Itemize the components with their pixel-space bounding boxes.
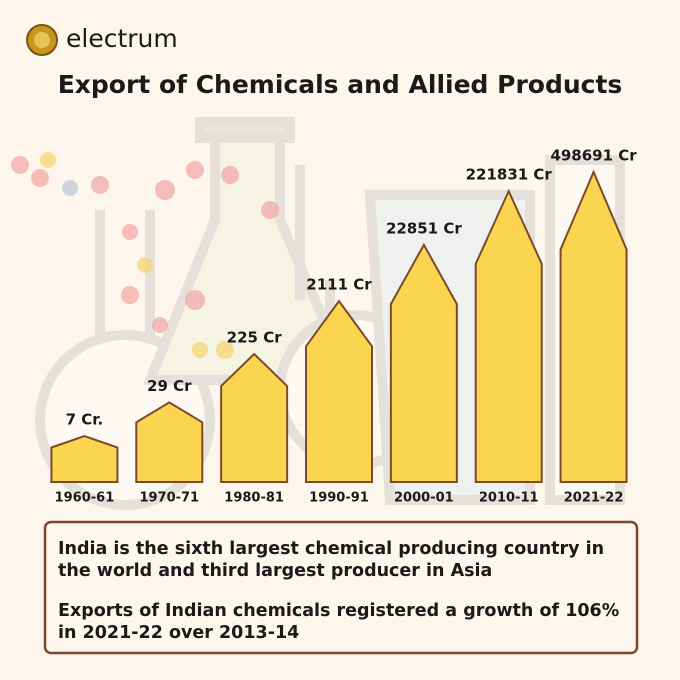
x-tick-label: 1980-81 (224, 491, 284, 506)
value-label: 221831 Cr (466, 166, 553, 184)
bar (305, 299, 373, 483)
bar (220, 352, 289, 483)
x-tick-label: 1990-91 (309, 491, 369, 506)
x-tick-label: 2010-11 (479, 491, 539, 506)
value-label: 29 Cr (147, 377, 192, 395)
value-label: 498691 Cr (550, 147, 637, 165)
note-box (43, 520, 639, 655)
value-label: 225 Cr (227, 329, 283, 347)
bar (135, 401, 204, 483)
note: Exports of Indian chemicals registered a… (58, 601, 620, 643)
brand: electrum (66, 24, 178, 53)
value-label: 7 Cr. (66, 411, 104, 429)
note: India is the sixth largest chemical prod… (58, 539, 605, 581)
molecules (11, 152, 279, 359)
x-tick-label: 1960-61 (55, 491, 115, 506)
x-tick-label: 2000-01 (394, 491, 454, 506)
bar (559, 169, 628, 483)
bar (389, 242, 458, 483)
x-tick-label: 2021-22 (564, 491, 624, 506)
logo (26, 24, 58, 56)
x-tick-label: 1970-71 (139, 491, 199, 506)
value-label: 22851 Cr (386, 219, 462, 237)
bar (50, 434, 119, 483)
chart-title: Export of Chemicals and Allied Products (58, 70, 623, 99)
value-label: 2111 Cr (306, 276, 372, 294)
bar (474, 188, 543, 483)
